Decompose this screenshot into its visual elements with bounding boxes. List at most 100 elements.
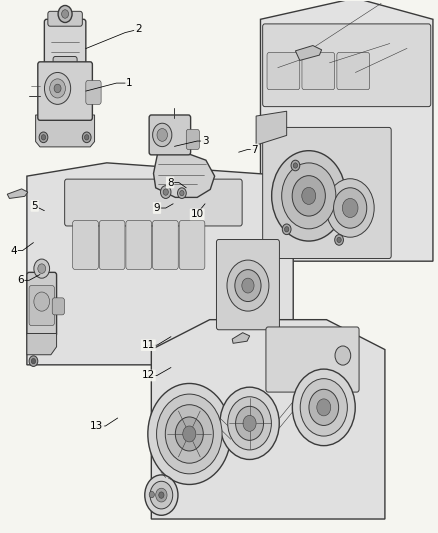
Text: 6: 6: [17, 276, 24, 285]
FancyBboxPatch shape: [186, 130, 199, 150]
Polygon shape: [35, 115, 95, 147]
FancyBboxPatch shape: [337, 52, 370, 90]
Circle shape: [236, 406, 264, 440]
Circle shape: [282, 163, 336, 229]
Text: 1: 1: [126, 78, 133, 88]
Circle shape: [242, 278, 254, 293]
Polygon shape: [261, 0, 433, 261]
Circle shape: [309, 389, 339, 425]
Circle shape: [283, 224, 291, 235]
Text: 4: 4: [11, 246, 17, 255]
Circle shape: [228, 397, 272, 450]
Circle shape: [302, 188, 316, 204]
Circle shape: [335, 346, 351, 365]
Circle shape: [335, 235, 343, 245]
Circle shape: [152, 123, 172, 147]
Circle shape: [300, 378, 347, 436]
Circle shape: [39, 132, 48, 143]
FancyBboxPatch shape: [179, 221, 205, 269]
Circle shape: [85, 135, 89, 140]
Circle shape: [159, 492, 164, 498]
FancyBboxPatch shape: [263, 24, 431, 107]
FancyBboxPatch shape: [53, 56, 77, 75]
FancyBboxPatch shape: [65, 179, 242, 226]
Circle shape: [34, 292, 49, 311]
Text: 7: 7: [251, 144, 258, 155]
FancyBboxPatch shape: [29, 286, 54, 326]
Text: 9: 9: [154, 203, 160, 213]
FancyBboxPatch shape: [216, 239, 279, 330]
Text: 12: 12: [141, 370, 155, 381]
Polygon shape: [7, 189, 28, 198]
Text: 10: 10: [191, 209, 204, 220]
FancyBboxPatch shape: [302, 52, 335, 90]
Circle shape: [31, 359, 35, 364]
Text: 5: 5: [32, 201, 38, 211]
Circle shape: [34, 259, 49, 278]
Circle shape: [45, 72, 71, 104]
FancyBboxPatch shape: [267, 52, 300, 90]
Polygon shape: [295, 45, 321, 60]
Circle shape: [163, 189, 168, 195]
Polygon shape: [256, 111, 287, 145]
FancyBboxPatch shape: [27, 272, 57, 336]
Polygon shape: [27, 334, 57, 355]
Circle shape: [337, 237, 341, 243]
Polygon shape: [151, 320, 385, 519]
FancyBboxPatch shape: [48, 11, 82, 26]
Circle shape: [235, 270, 261, 302]
Circle shape: [285, 227, 289, 232]
FancyBboxPatch shape: [52, 298, 64, 315]
Circle shape: [145, 475, 178, 515]
FancyBboxPatch shape: [44, 19, 86, 64]
Text: 8: 8: [167, 177, 173, 188]
Circle shape: [177, 188, 186, 198]
FancyBboxPatch shape: [38, 62, 92, 120]
Circle shape: [29, 356, 38, 367]
Polygon shape: [27, 163, 293, 365]
Circle shape: [180, 190, 184, 196]
Circle shape: [150, 481, 173, 509]
FancyBboxPatch shape: [266, 327, 359, 392]
Circle shape: [160, 185, 171, 198]
FancyBboxPatch shape: [86, 80, 101, 104]
Circle shape: [243, 415, 256, 431]
Circle shape: [155, 488, 167, 502]
Text: 13: 13: [90, 421, 103, 431]
Circle shape: [49, 79, 65, 98]
Circle shape: [272, 151, 346, 241]
Circle shape: [148, 383, 231, 484]
Circle shape: [183, 426, 196, 442]
Polygon shape: [153, 152, 215, 197]
Circle shape: [165, 405, 213, 463]
FancyBboxPatch shape: [263, 127, 391, 259]
Circle shape: [149, 491, 154, 498]
Circle shape: [293, 163, 297, 168]
Circle shape: [156, 394, 222, 474]
Polygon shape: [232, 333, 250, 343]
Circle shape: [317, 399, 331, 416]
Circle shape: [292, 176, 325, 216]
Circle shape: [334, 188, 367, 228]
Text: 3: 3: [202, 136, 208, 146]
Circle shape: [41, 135, 46, 140]
Circle shape: [82, 132, 91, 143]
Circle shape: [58, 5, 72, 22]
Circle shape: [343, 198, 358, 217]
Circle shape: [220, 387, 279, 459]
Circle shape: [54, 84, 61, 93]
Circle shape: [326, 179, 374, 237]
FancyBboxPatch shape: [126, 221, 152, 269]
Circle shape: [227, 260, 269, 311]
FancyBboxPatch shape: [99, 221, 125, 269]
Circle shape: [62, 10, 69, 18]
Circle shape: [175, 417, 203, 451]
Circle shape: [38, 264, 46, 273]
Circle shape: [157, 128, 167, 141]
Circle shape: [291, 160, 300, 171]
FancyBboxPatch shape: [73, 221, 98, 269]
FancyBboxPatch shape: [152, 221, 178, 269]
Text: 11: 11: [141, 340, 155, 350]
Text: 2: 2: [135, 25, 141, 35]
Circle shape: [292, 369, 355, 446]
